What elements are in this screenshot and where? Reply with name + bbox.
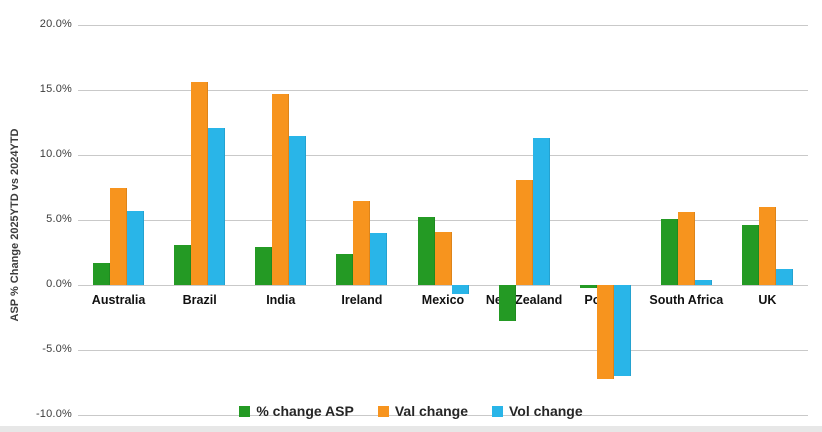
bar <box>613 285 631 376</box>
legend-label: Val change <box>394 403 468 419</box>
category-label: Brazil <box>182 293 217 307</box>
bar <box>579 285 597 288</box>
bar <box>775 269 793 285</box>
y-tick-label: -10.0% <box>35 408 72 420</box>
bar <box>434 231 452 285</box>
bar <box>660 218 678 285</box>
bar <box>417 217 435 285</box>
y-tick-label: 15.0% <box>39 83 72 95</box>
bar <box>127 210 145 285</box>
legend-item: Vol change <box>492 403 583 419</box>
bar <box>677 212 695 285</box>
gridline <box>78 90 808 91</box>
gridline <box>78 155 808 156</box>
category-label: Mexico <box>421 293 465 307</box>
y-tick-label: 5.0% <box>46 213 72 225</box>
bar <box>174 244 192 285</box>
category-label: New Zealand <box>485 293 563 307</box>
y-tick-label: -5.0% <box>42 343 72 355</box>
legend-item: Val change <box>377 403 468 419</box>
legend: % change ASP Val change Vol change <box>0 403 822 419</box>
bar <box>255 247 273 285</box>
category-label: India <box>266 293 296 307</box>
bar <box>289 135 307 285</box>
bar <box>596 285 614 379</box>
gridline <box>78 220 808 221</box>
bar <box>353 200 371 285</box>
bar <box>336 253 354 285</box>
gridline <box>78 415 808 416</box>
bar <box>532 138 550 285</box>
legend-swatch-icon <box>377 405 389 417</box>
gridline <box>78 350 808 351</box>
bar <box>110 187 128 285</box>
bar <box>208 127 226 285</box>
legend-item: % change ASP <box>239 403 354 419</box>
bar <box>191 82 209 285</box>
legend-swatch-icon <box>492 405 503 417</box>
category-label: UK <box>758 293 777 307</box>
bar <box>498 285 516 322</box>
y-tick-label: 0.0% <box>46 278 72 290</box>
bar <box>515 179 533 285</box>
bar <box>758 207 776 285</box>
category-label: Ireland <box>341 293 383 307</box>
category-label: Australia <box>91 293 146 307</box>
bar <box>93 262 111 285</box>
legend-swatch-icon <box>239 405 251 417</box>
bar <box>272 93 290 285</box>
category-label: South Africa <box>649 293 724 307</box>
legend-label: Vol change <box>509 403 583 419</box>
bar <box>694 279 712 285</box>
bar <box>451 285 469 295</box>
legend-label: % change ASP <box>256 403 354 419</box>
bar <box>741 225 759 285</box>
gridline <box>78 25 808 26</box>
bar <box>370 233 388 285</box>
bottom-edge-strip <box>0 426 822 432</box>
gridline <box>78 285 808 286</box>
y-tick-label: 10.0% <box>39 148 72 160</box>
y-tick-label: 20.0% <box>39 18 72 30</box>
